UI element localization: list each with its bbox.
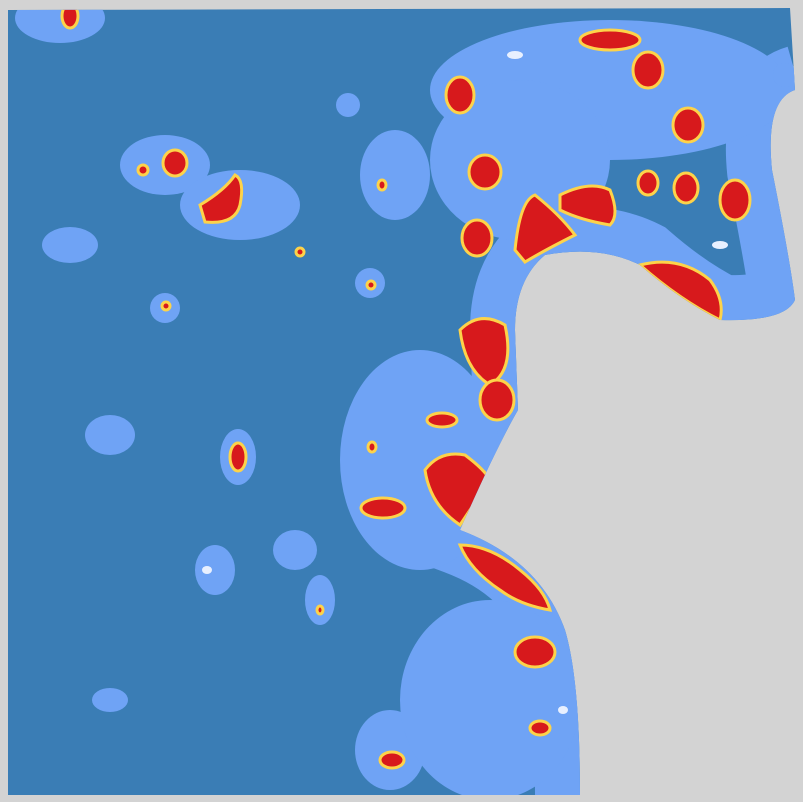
hotspot xyxy=(365,279,377,291)
blob xyxy=(195,545,235,595)
hotspot xyxy=(672,171,700,205)
pale-spot xyxy=(712,241,728,249)
hotspot xyxy=(161,148,189,178)
hotspot xyxy=(457,543,553,612)
pale-spot xyxy=(202,566,212,574)
hotspot xyxy=(478,378,516,422)
hotspot xyxy=(718,178,752,222)
hotspot xyxy=(228,441,248,473)
hotspot xyxy=(359,496,407,520)
blob xyxy=(85,415,135,455)
hotspot xyxy=(636,260,723,323)
hotspot xyxy=(671,106,705,144)
hotspot xyxy=(160,300,172,312)
hotspot xyxy=(467,153,503,191)
hotspot xyxy=(294,246,306,258)
blob xyxy=(42,227,98,263)
hotspot xyxy=(578,28,642,52)
blob xyxy=(360,130,430,220)
blob xyxy=(92,688,128,712)
hotspot xyxy=(513,193,578,264)
pale-spot xyxy=(558,706,568,714)
hotspot xyxy=(458,317,510,387)
blob xyxy=(305,575,335,625)
hotspot xyxy=(376,178,388,192)
hotspot xyxy=(425,411,459,429)
hotspot xyxy=(315,604,325,616)
hotspot xyxy=(631,50,665,90)
hotspot xyxy=(378,750,406,770)
hotspot xyxy=(513,635,557,669)
hotspot xyxy=(136,163,150,177)
blob xyxy=(340,350,500,570)
blob xyxy=(336,93,360,117)
blob xyxy=(400,600,580,795)
blob xyxy=(273,530,317,570)
hotspot xyxy=(558,184,617,227)
hotspot xyxy=(636,169,660,197)
hotspot xyxy=(528,719,552,737)
hotspot xyxy=(444,75,476,115)
pale-spot xyxy=(507,51,523,59)
hotspot xyxy=(366,440,378,454)
blob xyxy=(773,63,795,87)
hotspot xyxy=(460,218,494,258)
blob xyxy=(15,8,105,43)
hotspot xyxy=(60,8,80,30)
hotspot xyxy=(198,173,244,224)
